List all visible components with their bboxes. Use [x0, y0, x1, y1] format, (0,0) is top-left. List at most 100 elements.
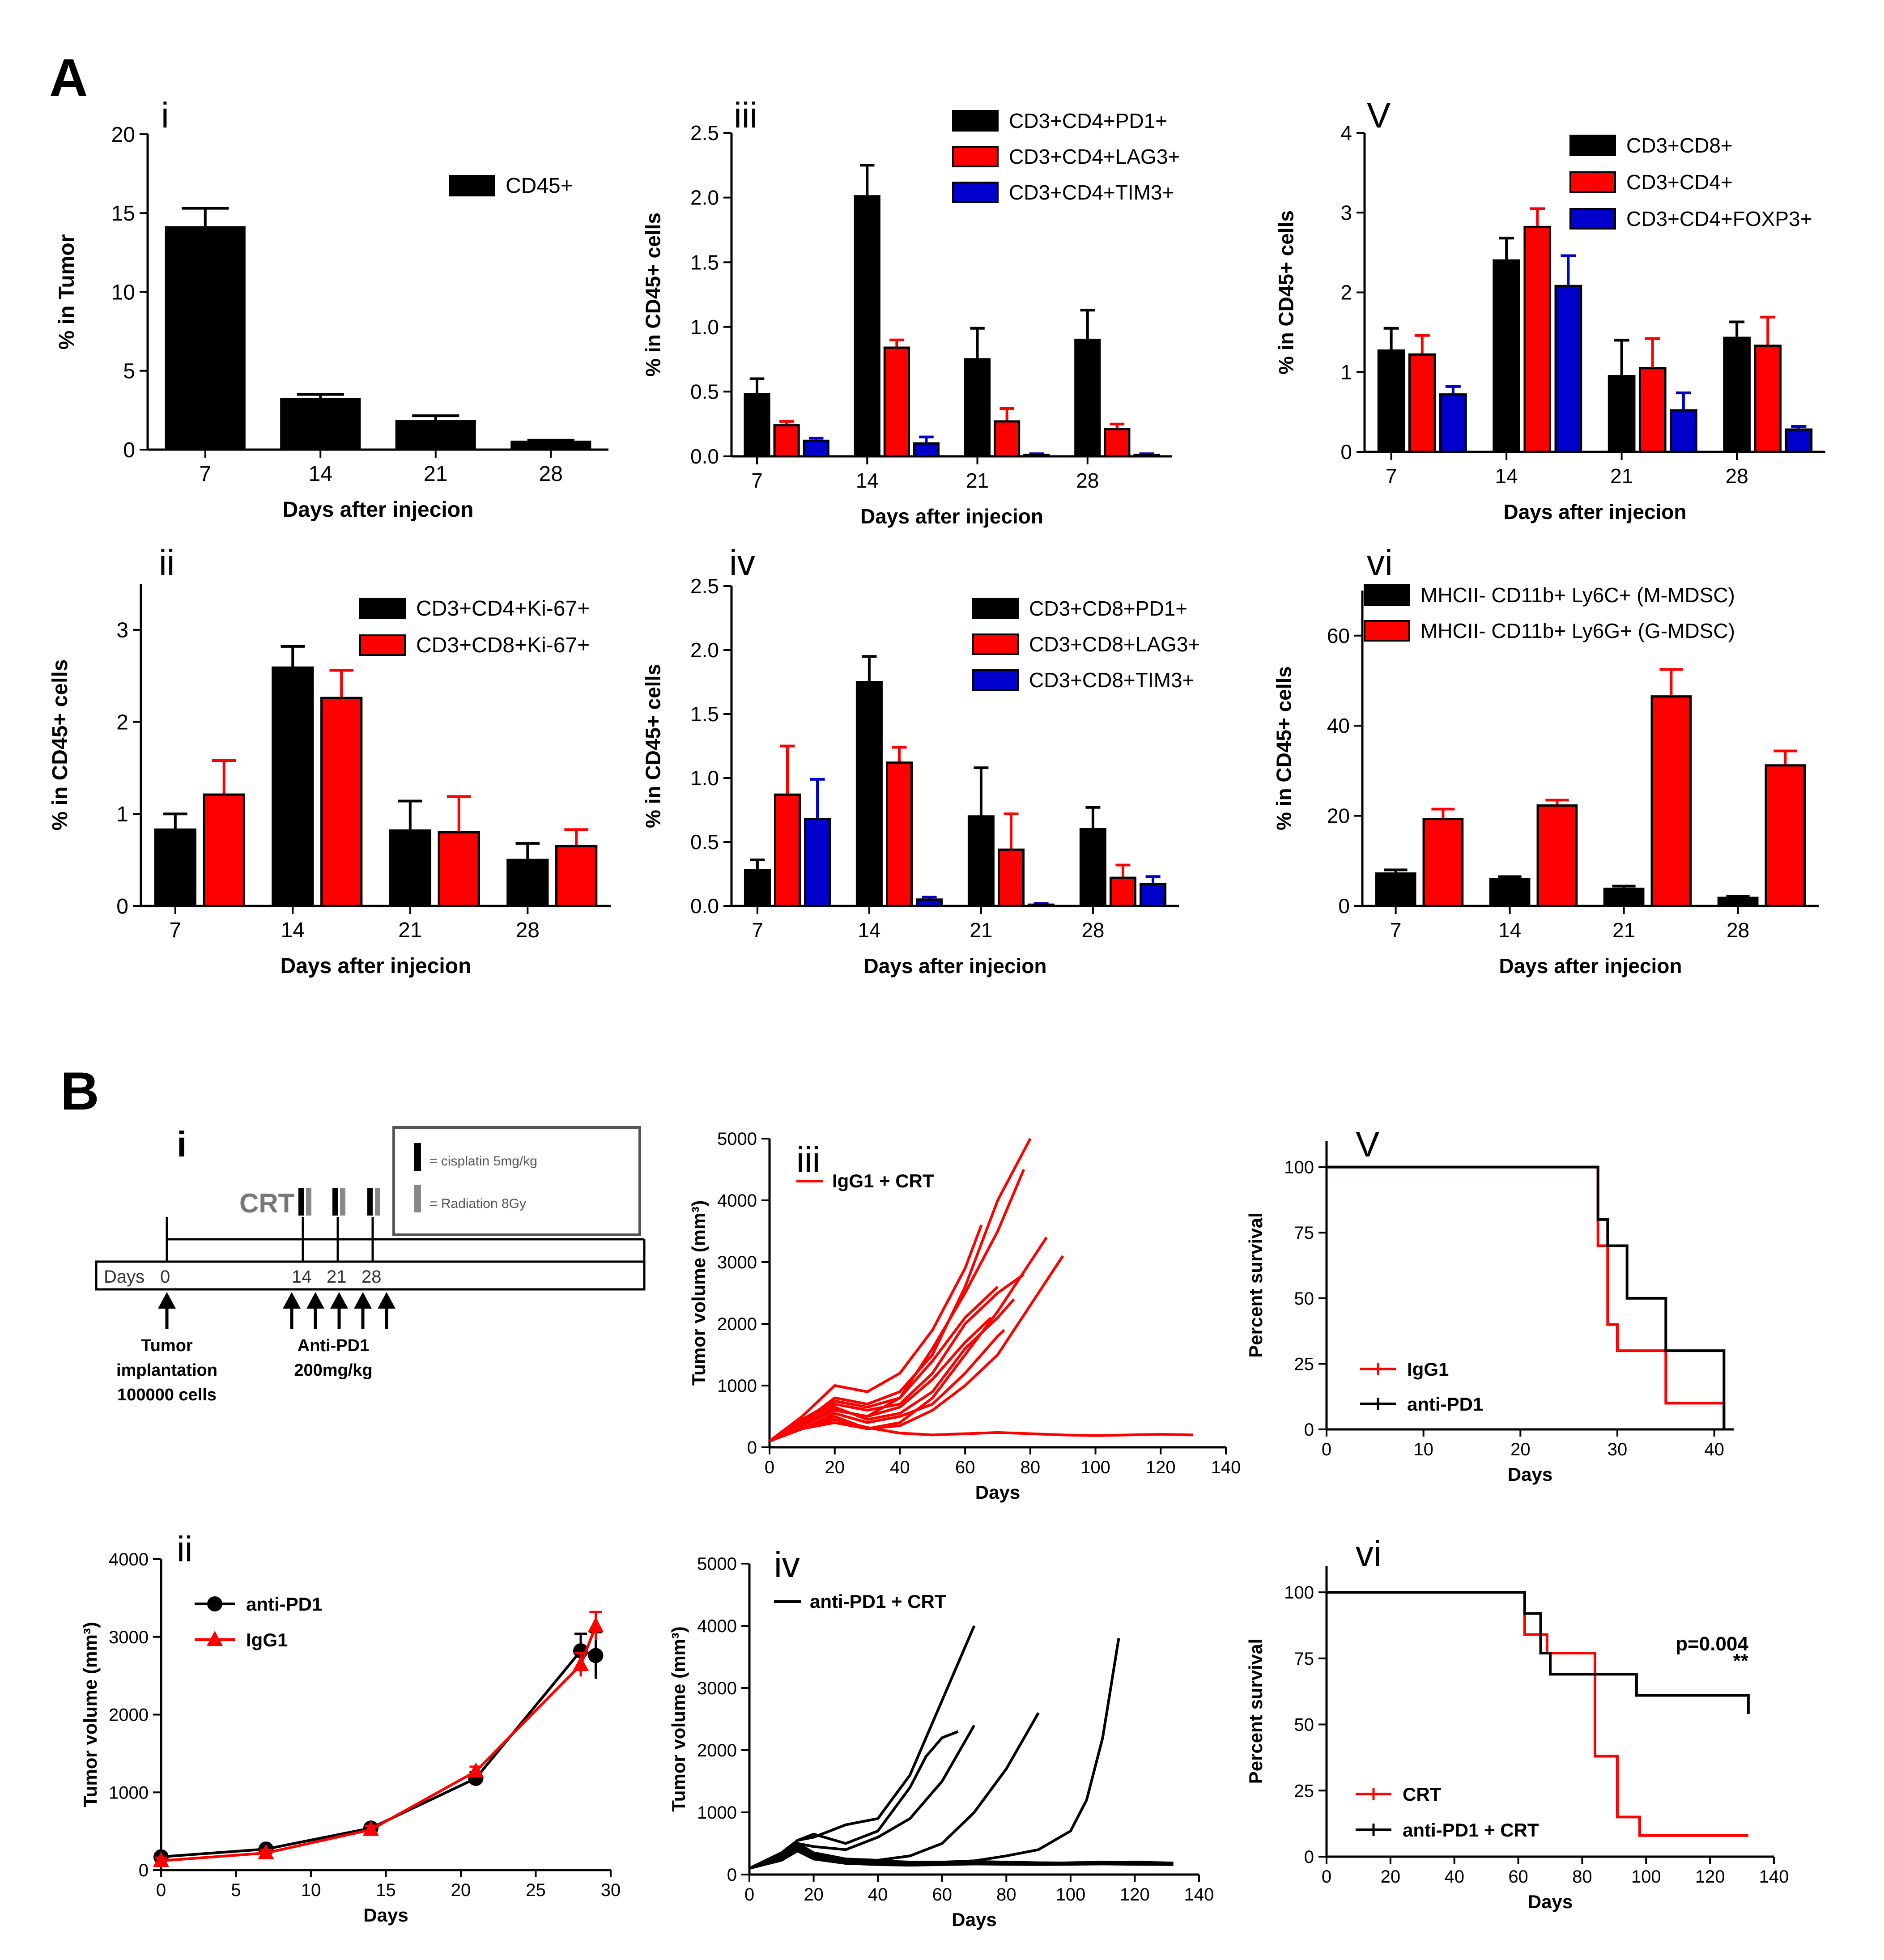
x-tick-label: 120 [1146, 1458, 1176, 1477]
bar [438, 831, 480, 907]
panel-label: i [161, 95, 169, 135]
y-tick-label: 75 [1294, 1223, 1314, 1243]
legend-marker [207, 1596, 222, 1611]
bar [1028, 903, 1055, 907]
x-tick-label: 28 [539, 462, 563, 486]
bar [1717, 897, 1759, 907]
data-point [573, 1656, 589, 1671]
legend-swatch [952, 110, 999, 132]
y-axis-title: % in CD45+ cells [48, 659, 72, 831]
y-tick-label: 3 [116, 619, 128, 642]
radiation-legend-mark [414, 1185, 421, 1212]
timeline-day-21: 21 [327, 1267, 347, 1287]
bar [913, 442, 940, 458]
tumor-implant-arrow-icon [158, 1292, 176, 1329]
bar [165, 226, 246, 451]
legend-swatch [952, 146, 999, 167]
bar [744, 393, 770, 458]
y-tick-label: 2 [116, 710, 128, 734]
crt-label: CRT [239, 1188, 294, 1218]
y-tick-label: 0 [1304, 1420, 1314, 1440]
x-axis-title: Days [363, 1905, 408, 1926]
x-axis-title: Days [1508, 1464, 1552, 1485]
x-tick-label: 7 [1390, 918, 1402, 942]
x-tick-label: 0 [744, 1885, 754, 1905]
x-tick-label: 140 [1211, 1458, 1241, 1477]
bar [886, 761, 913, 907]
data-point [258, 1844, 274, 1859]
bar [320, 697, 363, 907]
chart-a-v: V 0 1 2 3 4 % in CD45+ cells 7 14 21 28 Days after … [1274, 95, 1825, 523]
anti-pd1-dose-arrow-icon [306, 1292, 324, 1329]
timeline-days-label: Days [104, 1267, 145, 1287]
legend-swatch [449, 175, 495, 196]
y-tick-label: 2000 [717, 1314, 757, 1334]
y-tick-label: 1.0 [690, 315, 719, 339]
bar [967, 815, 995, 907]
y-tick-label: 1000 [717, 1376, 757, 1396]
growth-curve [769, 1418, 1194, 1443]
x-tick-label: 28 [516, 918, 540, 942]
y-tick-label: 2.5 [690, 574, 719, 598]
x-tick-label: 140 [1184, 1885, 1214, 1905]
x-tick-label: 0 [765, 1458, 774, 1477]
tumor-note-line2: implantation [116, 1361, 217, 1380]
bar [998, 848, 1025, 907]
y-tick-label: 4000 [697, 1616, 737, 1636]
legend-swatch [1569, 208, 1616, 230]
bar [1650, 695, 1692, 907]
x-tick-label: 21 [1612, 918, 1635, 942]
x-tick-label: 60 [1508, 1867, 1528, 1887]
bar [1408, 353, 1436, 453]
legend-label: MHCII- CD11b+ Ly6C+ (M-MDSC) [1420, 583, 1735, 607]
x-tick-label: 40 [868, 1885, 888, 1905]
legend-label: IgG1 [246, 1629, 288, 1650]
bar [1140, 883, 1167, 907]
panel-label: V [1367, 95, 1391, 135]
x-axis-title: Days [975, 1482, 1020, 1503]
bar [1765, 764, 1806, 907]
legend-label: IgG1 + CRT [832, 1170, 934, 1191]
legend-swatch [359, 634, 406, 656]
bar [555, 845, 598, 907]
y-tick-label: 75 [1294, 1649, 1314, 1669]
bar [916, 898, 943, 907]
y-axis-title: % in CD45+ cells [641, 213, 664, 377]
survival-curve [1327, 1591, 1750, 1714]
x-tick-label: 14 [309, 462, 332, 486]
panel-label: ii [177, 1529, 193, 1569]
bar [203, 793, 245, 907]
x-axis-title: Days after injecion [1503, 500, 1686, 523]
legend-swatch [1569, 135, 1616, 156]
x-tick-label: 0 [1322, 1440, 1331, 1459]
data-point [153, 1852, 169, 1867]
bar [854, 195, 880, 458]
x-axis-title: Days after injecion [1499, 954, 1682, 978]
y-tick-label: 60 [1327, 624, 1350, 647]
chart-b-iv: 0 1000 2000 3000 4000 5000 Tumor volume (mm³) 0… [668, 1545, 1214, 1930]
x-tick-label: 21 [966, 469, 989, 492]
bar [855, 681, 883, 907]
y-tick-label: 0 [116, 895, 128, 918]
y-tick-label: 0 [1338, 894, 1350, 918]
bar [1489, 878, 1531, 907]
y-tick-label: 1.5 [690, 702, 719, 726]
x-tick-label: 100 [1631, 1867, 1661, 1887]
legend-swatch [1364, 620, 1410, 642]
x-tick-label: 30 [1608, 1440, 1628, 1459]
anti-pd1-dose-arrow-icon [330, 1292, 348, 1329]
y-tick-label: 0 [123, 438, 135, 462]
y-tick-label: 20 [1327, 804, 1350, 828]
bar [1638, 367, 1667, 453]
y-tick-label: 0 [727, 1865, 737, 1885]
timeline-day-0: 0 [160, 1267, 170, 1287]
crt-marker-day28 [367, 1188, 380, 1216]
bar [1023, 454, 1050, 458]
panel-label: iii [796, 1140, 820, 1180]
x-tick-label: 28 [1727, 918, 1749, 942]
x-tick-label: 20 [825, 1458, 845, 1477]
bar [804, 818, 831, 907]
y-tick-label: 1 [1340, 361, 1352, 384]
growth-curve [769, 1237, 1048, 1443]
